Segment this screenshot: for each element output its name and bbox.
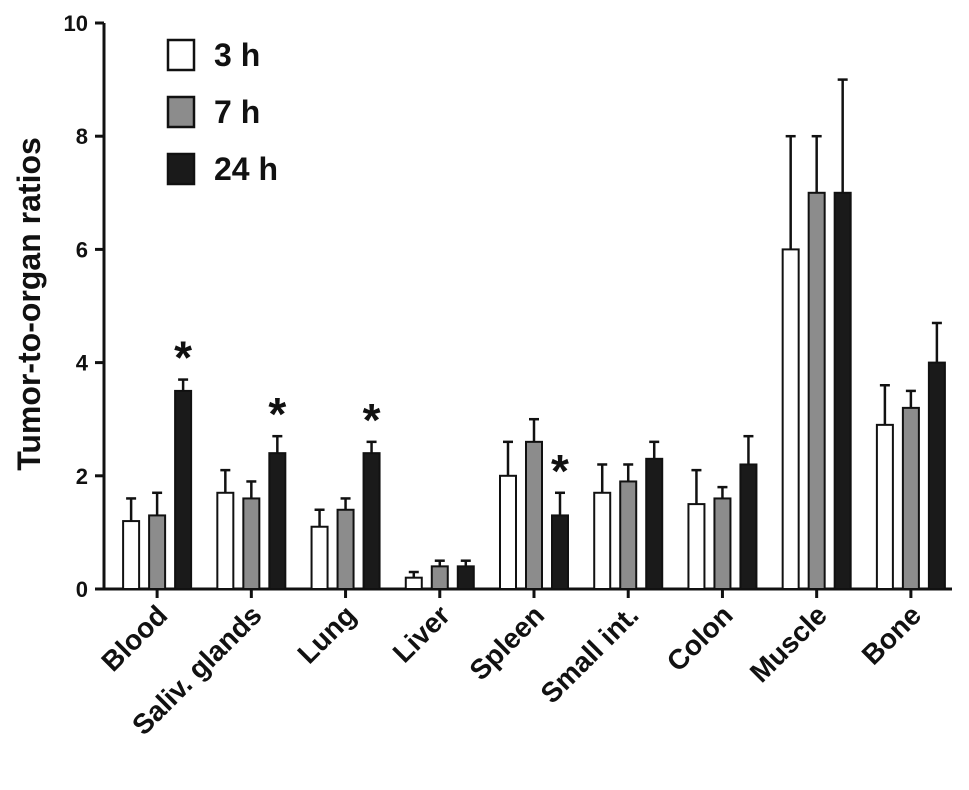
bar-24h (456, 565, 475, 590)
significance-asterisk: * (174, 332, 192, 384)
bar-7h (336, 508, 355, 591)
significance-asterisk: * (268, 388, 286, 440)
significance-markers: * * * * (174, 332, 569, 497)
bar-7h (619, 480, 638, 590)
bar-24h (362, 452, 381, 590)
bar-3h (122, 520, 141, 591)
bar-7h (901, 406, 920, 590)
bars (122, 191, 946, 591)
bar-3h (310, 525, 329, 590)
legend-label: 7 h (214, 94, 260, 130)
y-tick-label: 4 (76, 351, 89, 376)
legend-swatch-24h (166, 152, 196, 186)
bar-24h (551, 514, 569, 590)
bar-7h (713, 497, 732, 590)
bar-7h (242, 497, 261, 590)
y-axis-title: Tumor-to-organ ratios (11, 137, 47, 471)
y-tick-label: 6 (76, 237, 88, 262)
bar-24h (268, 452, 287, 590)
x-category-label: Bone (856, 599, 927, 670)
bar-3h (216, 491, 235, 590)
bar-24h (645, 457, 664, 590)
x-category-label: Small int. (535, 599, 645, 709)
bar-3h (499, 474, 517, 590)
legend-label: 24 h (214, 151, 278, 187)
bar-7h (525, 440, 543, 590)
y-tick-label: 10 (64, 11, 88, 36)
x-category-label: Lung (291, 599, 361, 669)
bar-3h (875, 423, 894, 590)
y-tick-label: 0 (76, 577, 88, 602)
bar-24h (927, 361, 946, 590)
x-category-label: Muscle (744, 599, 833, 688)
bar-3h (687, 503, 706, 591)
significance-asterisk: * (363, 394, 381, 446)
significance-asterisk: * (551, 445, 569, 497)
legend-label: 3 h (214, 37, 260, 73)
bar-24h (174, 389, 193, 590)
bar-7h (430, 565, 449, 590)
legend-swatch-7h (166, 95, 196, 129)
x-category-label: Colon (661, 599, 739, 677)
y-tick-label: 8 (76, 124, 88, 149)
x-category-label: Spleen (463, 599, 550, 686)
x-category-label: Liver (387, 599, 456, 668)
error-bars (126, 78, 942, 578)
bar-3h (593, 491, 612, 590)
bar-7h (807, 191, 826, 591)
legend: 3 h 7 h 24 h (166, 37, 278, 187)
bar-24h (833, 191, 852, 591)
bar-3h (781, 248, 800, 590)
y-tick-label: 2 (76, 464, 88, 489)
bar-24h (739, 463, 758, 591)
bar-3h (404, 576, 423, 590)
bar-7h (148, 514, 167, 590)
x-category-label: Blood (95, 599, 173, 677)
legend-swatch-3h (166, 38, 196, 72)
